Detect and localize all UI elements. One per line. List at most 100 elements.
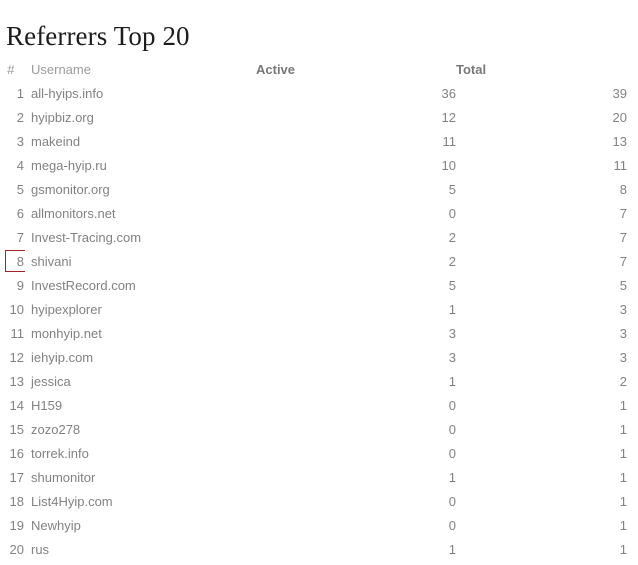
row-highlight-outline [5,250,25,272]
cell-active: 2 [448,254,456,269]
table-row[interactable]: 5 gsmonitor.org 5 8 [0,178,638,202]
table-row[interactable]: 17 shumonitor 1 1 [0,466,638,490]
cell-rank: 9 [16,278,24,293]
cell-username[interactable]: monhyip.net [31,326,102,341]
referrers-table: # Username Active Total 1 all-hyips.info 3… [0,58,638,562]
cell-total: 1 [619,470,627,485]
table-row[interactable]: 1 all-hyips.info 36 39 [0,82,638,106]
cell-username[interactable]: allmonitors.net [31,206,116,221]
table-row[interactable]: 8 shivani 2 7 [0,250,638,274]
cell-username[interactable]: shivani [31,254,72,269]
cell-total: 11 [613,158,628,173]
cell-username[interactable]: Invest-Tracing.com [31,230,142,245]
cell-rank: 12 [9,350,24,365]
cell-rank: 3 [16,134,24,149]
cell-username[interactable]: rus [31,542,50,557]
column-header-active[interactable]: Active [256,58,456,82]
cell-rank: 4 [16,158,24,173]
cell-active: 2 [448,230,456,245]
cell-rank: 11 [10,326,25,341]
column-header-total[interactable]: Total [456,58,638,82]
cell-rank: 19 [9,518,24,533]
cell-active: 0 [448,206,456,221]
table-body: 1 all-hyips.info 36 39 2 hyipbiz.org 12 20 3 make… [0,82,638,562]
table-row[interactable]: 3 makeind 11 13 [0,130,638,154]
cell-rank: 15 [9,422,24,437]
cell-rank: 8 [0,250,25,274]
cell-username[interactable]: hyipexplorer [31,302,102,317]
cell-rank: 18 [9,494,24,509]
table-row[interactable]: 19 Newhyip 0 1 [0,514,638,538]
cell-rank: 10 [9,302,24,317]
table-row[interactable]: 18 List4Hyip.com 0 1 [0,490,638,514]
cell-total: 8 [619,182,627,197]
cell-active: 3 [448,326,456,341]
cell-active: 12 [441,110,456,125]
cell-username[interactable]: hyipbiz.org [31,110,94,125]
cell-active: 10 [441,158,456,173]
cell-active: 1 [448,542,456,557]
table-row[interactable]: 2 hyipbiz.org 12 20 [0,106,638,130]
cell-total: 3 [619,302,627,317]
cell-username[interactable]: makeind [31,134,81,149]
cell-active: 0 [448,518,456,533]
cell-total: 1 [619,398,627,413]
cell-active: 11 [442,134,457,149]
cell-rank: 6 [16,206,24,221]
table-row[interactable]: 9 InvestRecord.com 5 5 [0,274,638,298]
table-row[interactable]: 10 hyipexplorer 1 3 [0,298,638,322]
cell-total: 2 [619,374,627,389]
cell-total: 7 [619,254,627,269]
table-row[interactable]: 16 torrek.info 0 1 [0,442,638,466]
table-row[interactable]: 11 monhyip.net 3 3 [0,322,638,346]
cell-username[interactable]: gsmonitor.org [31,182,110,197]
table-row[interactable]: 7 Invest-Tracing.com 2 7 [0,226,638,250]
column-header-total-label: Total [456,62,487,77]
cell-username[interactable]: shumonitor [31,470,96,485]
column-header-username[interactable]: Username [31,62,91,77]
cell-total: 7 [619,230,627,245]
cell-active: 5 [448,278,456,293]
page-title: Referrers Top 20 [6,21,190,52]
cell-active: 1 [448,302,456,317]
table-header-row: # Username Active Total [0,58,638,82]
cell-active: 0 [448,494,456,509]
cell-total: 1 [619,422,627,437]
table-row[interactable]: 15 zozo278 0 1 [0,418,638,442]
cell-total: 20 [612,110,627,125]
cell-active: 0 [448,422,456,437]
cell-username[interactable]: all-hyips.info [31,86,104,101]
cell-active: 0 [448,398,456,413]
table-row[interactable]: 4 mega-hyip.ru 10 11 [0,154,638,178]
table-row[interactable]: 6 allmonitors.net 0 7 [0,202,638,226]
cell-username[interactable]: mega-hyip.ru [31,158,107,173]
cell-total: 5 [619,278,627,293]
cell-total: 1 [619,446,627,461]
cell-total: 1 [619,542,627,557]
cell-rank: 16 [9,446,24,461]
table-row[interactable]: 13 jessica 1 2 [0,370,638,394]
table-row[interactable]: 20 rus 1 1 [0,538,638,562]
cell-username[interactable]: zozo278 [31,422,81,437]
cell-username[interactable]: torrek.info [31,446,89,461]
table-row[interactable]: 12 iehyip.com 3 3 [0,346,638,370]
column-header-rank[interactable]: # [7,62,15,77]
cell-rank: 14 [9,398,24,413]
cell-active: 0 [448,446,456,461]
table-row[interactable]: 14 H159 0 1 [0,394,638,418]
cell-username[interactable]: Newhyip [31,518,81,533]
cell-active: 5 [448,182,456,197]
cell-active: 36 [441,86,456,101]
cell-username[interactable]: H159 [31,398,63,413]
cell-rank: 20 [9,542,24,557]
cell-username[interactable]: List4Hyip.com [31,494,113,509]
cell-username[interactable]: InvestRecord.com [31,278,136,293]
cell-total: 3 [619,350,627,365]
cell-rank: 1 [16,86,24,101]
cell-total: 13 [612,134,627,149]
cell-username[interactable]: iehyip.com [31,350,94,365]
cell-username[interactable]: jessica [31,374,71,389]
cell-rank: 7 [16,230,24,245]
cell-total: 1 [619,494,627,509]
